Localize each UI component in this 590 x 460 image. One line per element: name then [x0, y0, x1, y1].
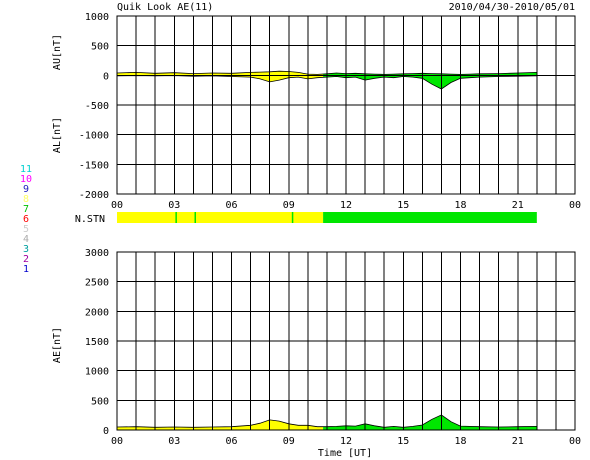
legend-label: 11 — [20, 164, 32, 175]
x-tick-label: 21 — [512, 436, 524, 447]
legend-label: 5 — [23, 224, 29, 235]
time-axis-label: Time [UT] — [318, 448, 372, 459]
legend-label: 10 — [20, 174, 32, 185]
x-tick-label: 09 — [283, 200, 295, 211]
al-area — [323, 75, 537, 89]
y-tick-label: 3000 — [85, 248, 109, 259]
x-tick-label: 12 — [340, 436, 352, 447]
nstn-segment — [117, 212, 324, 223]
x-tick-label: 03 — [168, 436, 180, 447]
y-tick-label: 0 — [103, 426, 109, 437]
grid — [117, 15, 575, 195]
y-tick-label: 1500 — [85, 337, 109, 348]
legend-label: 3 — [23, 244, 29, 255]
ae-axis-label: AE[nT] — [52, 327, 63, 363]
x-tick-label: 15 — [397, 436, 409, 447]
y-tick-label: -500 — [85, 101, 109, 112]
y-tick-label: -1000 — [79, 131, 109, 142]
nstn-segment — [323, 212, 537, 223]
grid — [117, 251, 575, 431]
ae-area — [117, 419, 324, 430]
al-axis-label: AL[nT] — [52, 117, 63, 153]
y-tick-label: -2000 — [79, 190, 109, 201]
x-tick-label: 09 — [283, 436, 295, 447]
x-tick-label: 18 — [454, 436, 466, 447]
chart-title: Quik Look AE(11) — [117, 2, 213, 13]
plot-frame — [116, 251, 576, 431]
y-tick-label: 2500 — [85, 278, 109, 289]
au-axis-label: AU[nT] — [52, 34, 63, 70]
legend-label: 1 — [23, 264, 29, 275]
y-tick-label: 2000 — [85, 307, 109, 318]
x-tick-label: 03 — [168, 200, 180, 211]
legend-label: 9 — [23, 184, 29, 195]
x-tick-label: 00 — [569, 436, 581, 447]
plot-frame — [116, 15, 576, 195]
x-tick-label: 06 — [225, 436, 237, 447]
legend-label: 2 — [23, 254, 29, 265]
y-tick-label: -1500 — [79, 160, 109, 171]
date-range: 2010/04/30-2010/05/01 — [449, 2, 575, 13]
legend-label: 7 — [23, 204, 29, 215]
ae-area — [323, 414, 537, 430]
x-tick-label: 21 — [512, 200, 524, 211]
y-tick-label: 500 — [91, 42, 109, 53]
x-tick-label: 00 — [111, 436, 123, 447]
y-tick-label: 0 — [103, 71, 109, 82]
x-tick-label: 12 — [340, 200, 352, 211]
x-tick-label: 00 — [111, 200, 123, 211]
legend-label: 6 — [23, 214, 29, 225]
x-tick-label: 18 — [454, 200, 466, 211]
x-tick-label: 06 — [225, 200, 237, 211]
x-tick-label: 15 — [397, 200, 409, 211]
legend-label: 4 — [23, 234, 29, 245]
station-count-bar — [117, 212, 537, 223]
y-tick-label: 1000 — [85, 367, 109, 378]
al-area — [117, 75, 324, 82]
x-tick-label: 00 — [569, 200, 581, 211]
legend-label: 8 — [23, 194, 29, 205]
y-tick-label: 500 — [91, 396, 109, 407]
nstn-label: N.STN — [75, 214, 105, 225]
y-tick-label: 1000 — [85, 12, 109, 23]
